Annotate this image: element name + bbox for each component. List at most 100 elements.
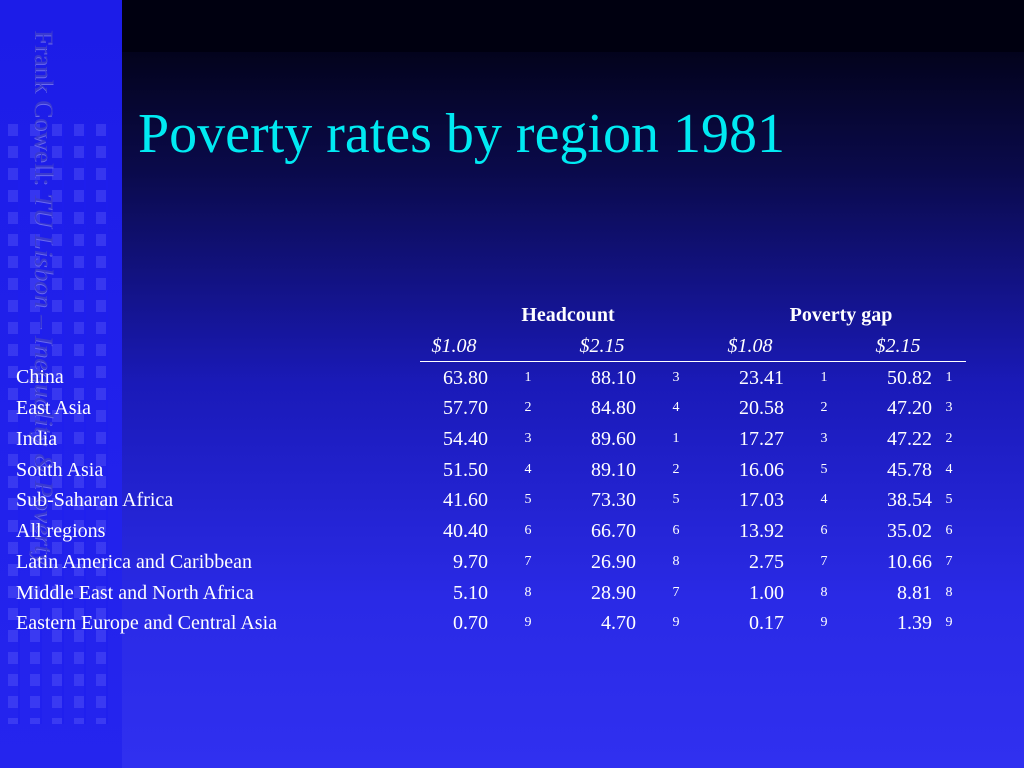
sub-header-gap bbox=[636, 330, 716, 363]
poverty-gap-header: Poverty gap bbox=[789, 304, 893, 327]
poverty-gap-108-rank: 7 bbox=[820, 553, 828, 569]
headcount-108-cell: 63.80 bbox=[443, 366, 488, 389]
headcount-108-rank: 2 bbox=[524, 400, 532, 416]
headcount-108-cell: 57.70 bbox=[443, 397, 488, 420]
headcount-108-rank: 6 bbox=[524, 523, 532, 539]
headcount-108-cell: 51.50 bbox=[443, 458, 488, 481]
poverty-gap-108-cell: 17.27 bbox=[739, 428, 784, 451]
headcount-108-rank: 5 bbox=[524, 492, 532, 508]
sub-header-gap bbox=[784, 330, 864, 363]
poverty-gap-215-cell: 50.82 bbox=[887, 366, 932, 389]
poverty-gap-215-cell: 45.78 bbox=[887, 458, 932, 481]
poverty-gap-215-rank: 1 bbox=[945, 369, 953, 385]
poverty-gap-108-rank: 2 bbox=[820, 400, 828, 416]
poverty-gap-215-cell: 47.22 bbox=[887, 428, 932, 451]
table-row: All regions 40.40 6 66.70 6 13.92 6 35.02 6 bbox=[16, 516, 966, 547]
poverty-gap-215-rank: 3 bbox=[945, 400, 953, 416]
sub-header-gap bbox=[488, 330, 568, 363]
headcount-108-rank: 8 bbox=[524, 584, 532, 600]
region-cell: All regions bbox=[16, 520, 106, 543]
headcount-108-cell: 54.40 bbox=[443, 428, 488, 451]
headcount-215-cell: 88.10 bbox=[591, 366, 636, 389]
headcount-215-cell: 89.60 bbox=[591, 428, 636, 451]
poverty-gap-108-cell: 23.41 bbox=[739, 366, 784, 389]
headcount-108-cell: 0.70 bbox=[453, 612, 488, 635]
headcount-108-rank: 9 bbox=[524, 615, 532, 631]
headcount-215-rank: 6 bbox=[672, 523, 680, 539]
sub-header-pg-215: $2.15 bbox=[864, 330, 932, 363]
sub-header-gap bbox=[932, 330, 966, 363]
poverty-gap-108-cell: 17.03 bbox=[739, 489, 784, 512]
course-label: TU Lisbon – Inequality & Poverty bbox=[29, 193, 58, 566]
poverty-gap-108-rank: 4 bbox=[820, 492, 828, 508]
table-row: China 63.80 1 88.10 3 23.41 1 50.82 1 bbox=[16, 362, 966, 393]
poverty-gap-108-rank: 3 bbox=[820, 431, 828, 447]
poverty-gap-108-rank: 1 bbox=[820, 369, 828, 385]
region-cell: Sub-Saharan Africa bbox=[16, 489, 174, 512]
poverty-gap-215-rank: 6 bbox=[945, 523, 953, 539]
poverty-gap-215-rank: 2 bbox=[945, 431, 953, 447]
sub-header-row: $1.08 $2.15 $1.08 $2.15 bbox=[16, 330, 966, 363]
headcount-215-cell: 4.70 bbox=[601, 612, 636, 635]
poverty-gap-215-cell: 10.66 bbox=[887, 550, 932, 573]
table-row: Middle East and North Africa 5.10 8 28.90 7 1… bbox=[16, 577, 966, 608]
headcount-215-rank: 2 bbox=[672, 461, 680, 477]
decorative-squares bbox=[8, 124, 118, 724]
poverty-gap-108-cell: 20.58 bbox=[739, 397, 784, 420]
poverty-gap-215-cell: 1.39 bbox=[897, 612, 932, 635]
poverty-gap-215-cell: 38.54 bbox=[887, 489, 932, 512]
top-bar bbox=[122, 0, 1024, 52]
poverty-gap-215-rank: 4 bbox=[945, 461, 953, 477]
poverty-gap-108-cell: 16.06 bbox=[739, 458, 784, 481]
table-row: Latin America and Caribbean 9.70 7 26.90 8 2.… bbox=[16, 547, 966, 578]
headcount-215-cell: 66.70 bbox=[591, 520, 636, 543]
headcount-215-rank: 7 bbox=[672, 584, 680, 600]
poverty-table: Headcount Poverty gap $1.08 $2.15 $1.08 … bbox=[16, 300, 966, 639]
table-row: East Asia 57.70 2 84.80 4 20.58 2 47.20 3 bbox=[16, 393, 966, 424]
table-row: India 54.40 3 89.60 1 17.27 3 47.22 2 bbox=[16, 424, 966, 455]
headcount-215-cell: 73.30 bbox=[591, 489, 636, 512]
poverty-gap-215-cell: 8.81 bbox=[897, 581, 932, 604]
header-spacer bbox=[16, 331, 420, 362]
headcount-215-rank: 4 bbox=[672, 400, 680, 416]
poverty-gap-108-cell: 1.00 bbox=[749, 581, 784, 604]
poverty-gap-215-rank: 8 bbox=[945, 584, 953, 600]
headcount-215-cell: 28.90 bbox=[591, 581, 636, 604]
headcount-215-rank: 5 bbox=[672, 492, 680, 508]
headcount-215-cell: 84.80 bbox=[591, 397, 636, 420]
sidebar-caption: Frank Cowell: TU Lisbon – Inequality & P… bbox=[28, 30, 58, 565]
headcount-header: Headcount bbox=[521, 304, 615, 327]
region-cell: India bbox=[16, 428, 58, 451]
headcount-215-rank: 8 bbox=[672, 553, 680, 569]
headcount-215-cell: 89.10 bbox=[591, 458, 636, 481]
poverty-gap-108-cell: 13.92 bbox=[739, 520, 784, 543]
poverty-gap-215-rank: 7 bbox=[945, 553, 953, 569]
poverty-gap-215-cell: 35.02 bbox=[887, 520, 932, 543]
poverty-gap-108-rank: 6 bbox=[820, 523, 828, 539]
table-row: South Asia 51.50 4 89.10 2 16.06 5 45.78 4 bbox=[16, 454, 966, 485]
table-row: Eastern Europe and Central Asia 0.70 9 4.70… bbox=[16, 608, 966, 639]
headcount-108-rank: 3 bbox=[524, 431, 532, 447]
author-label: Frank Cowell: bbox=[29, 30, 58, 193]
headcount-108-rank: 4 bbox=[524, 461, 532, 477]
headcount-108-cell: 5.10 bbox=[453, 581, 488, 604]
poverty-gap-108-cell: 0.17 bbox=[749, 612, 784, 635]
region-cell: Latin America and Caribbean bbox=[16, 550, 253, 573]
headcount-108-cell: 9.70 bbox=[453, 550, 488, 573]
poverty-gap-108-rank: 9 bbox=[820, 615, 828, 631]
header-spacer bbox=[16, 300, 420, 331]
group-header-row: Headcount Poverty gap bbox=[16, 300, 966, 331]
region-cell: Eastern Europe and Central Asia bbox=[16, 612, 278, 635]
headcount-215-cell: 26.90 bbox=[591, 550, 636, 573]
poverty-gap-108-rank: 5 bbox=[820, 461, 828, 477]
poverty-gap-215-rank: 5 bbox=[945, 492, 953, 508]
table-body: China 63.80 1 88.10 3 23.41 1 50.82 1 East Asia 57… bbox=[16, 362, 966, 639]
sub-header-hc-215: $2.15 bbox=[568, 330, 636, 363]
poverty-gap-108-rank: 8 bbox=[820, 584, 828, 600]
headcount-215-rank: 3 bbox=[672, 369, 680, 385]
headcount-108-rank: 1 bbox=[524, 369, 532, 385]
sub-header-pg-108: $1.08 bbox=[716, 330, 784, 363]
poverty-gap-215-cell: 47.20 bbox=[887, 397, 932, 420]
poverty-gap-215-rank: 9 bbox=[945, 615, 953, 631]
table-row: Sub-Saharan Africa 41.60 5 73.30 5 17.03 4 38.5… bbox=[16, 485, 966, 516]
